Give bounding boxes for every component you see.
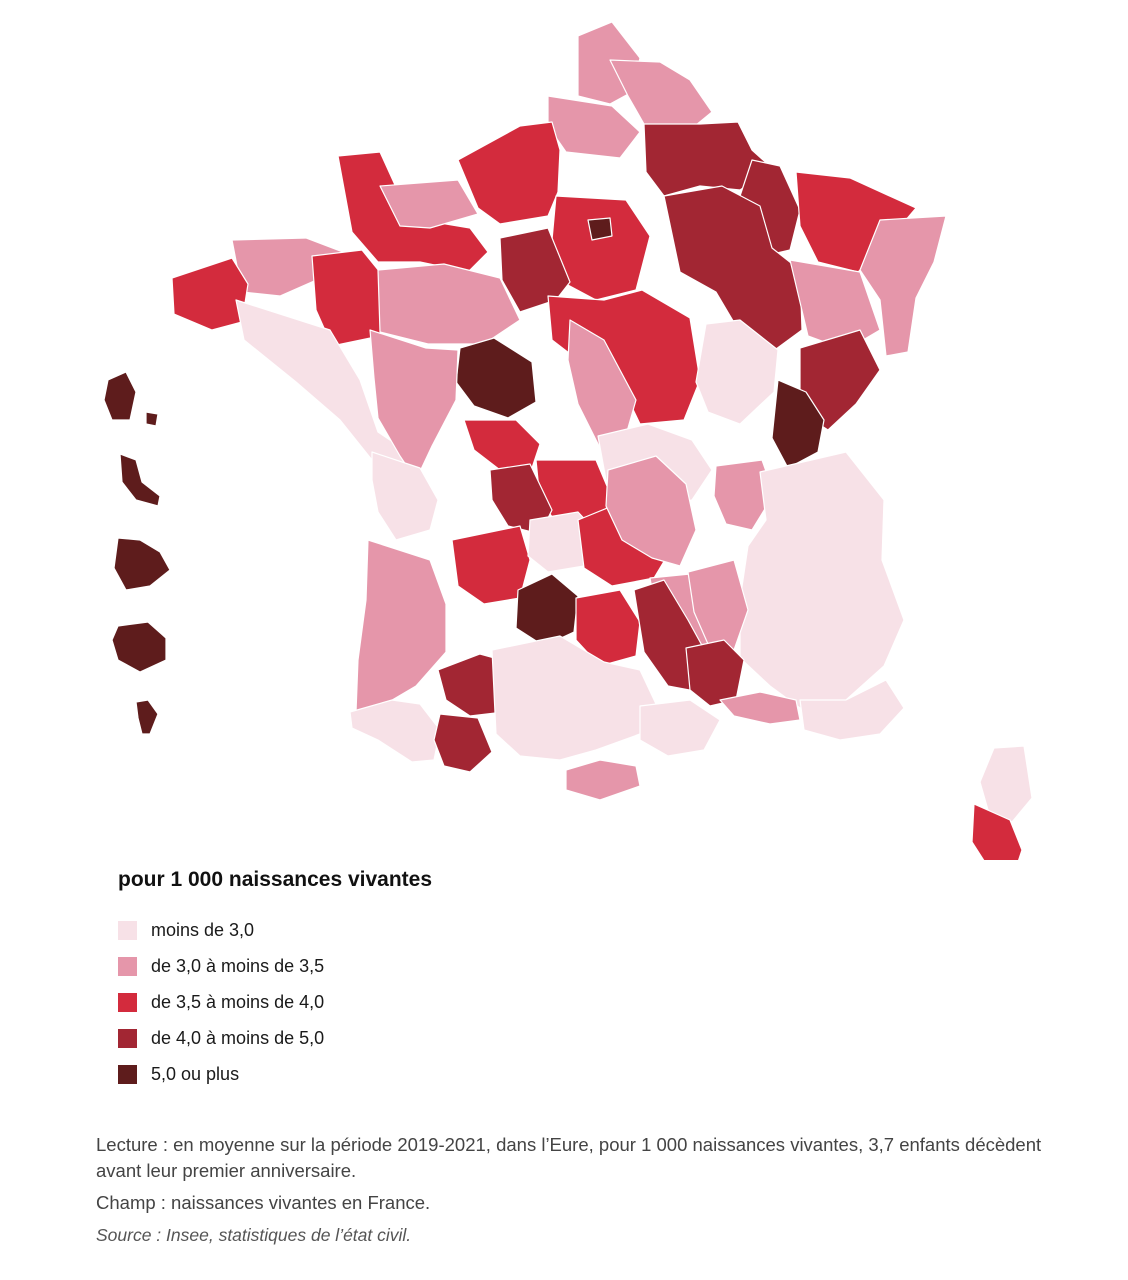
legend-swatch: [118, 956, 137, 976]
legend-swatch: [118, 1028, 137, 1048]
source-note: Source : Insee, statistiques de l’état c…: [96, 1225, 412, 1245]
region-corse-du-sud: [971, 803, 1023, 860]
legend-label: moins de 3,0: [151, 919, 255, 940]
region-pyrenees-orientales: [565, 759, 641, 801]
region-herault: [639, 699, 721, 757]
region-cantal-lot: [515, 573, 579, 647]
legend-item: de 3,0 à moins de 3,5: [118, 948, 718, 984]
region-bouches-du-rhone: [719, 691, 801, 725]
departments-layer: [103, 21, 1033, 860]
region-aube-haute-marne: [663, 185, 803, 353]
region-haute-loire: [575, 589, 641, 667]
region-ain: [713, 459, 775, 531]
region-martinique: [119, 453, 161, 507]
legend-swatch: [118, 1064, 137, 1084]
region-pyrenees-atlantiques: [349, 699, 441, 763]
legend-label: de 4,0 à moins de 5,0: [151, 1027, 325, 1048]
legend-rows: moins de 3,0 de 3,0 à moins de 3,5 de 3,5 …: [118, 912, 718, 1092]
lecture-note: Lecture : en moyenne sur la période 2019…: [96, 1134, 1042, 1181]
region-bas-rhin-haut-rhin: [859, 215, 947, 357]
legend-title: pour 1 000 naissances vivantes: [118, 868, 433, 891]
legend-item: moins de 3,0: [118, 912, 718, 948]
region-jura: [771, 379, 825, 469]
legend: pour 1 000 naissances vivantes moins de …: [118, 868, 718, 1092]
region-aisne: [609, 59, 713, 131]
region-nievre-yonne: [369, 329, 459, 481]
region-var-alpes-maritimes: [799, 679, 905, 741]
legend-item: 5,0 ou plus: [118, 1056, 718, 1092]
region-mayotte: [135, 699, 159, 735]
region-sarthe-mayenne: [377, 263, 521, 345]
region-seine-maritime-eure: [457, 121, 561, 225]
legend-swatch: [118, 920, 137, 940]
region-paris: [587, 217, 613, 241]
region-la-reunion: [111, 621, 167, 673]
region-haute-saone: [695, 319, 779, 425]
region-finistere: [171, 257, 249, 331]
champ-note: Champ : naissances vivantes en France.: [96, 1192, 431, 1213]
legend-label: de 3,0 à moins de 3,5: [151, 955, 325, 976]
region-manche: [379, 179, 479, 229]
region-loire-rhone: [605, 455, 697, 567]
france-choropleth-map: [103, 21, 1033, 860]
region-vaucluse: [685, 639, 745, 707]
region-gironde-landes: [355, 539, 447, 713]
legend-swatch: [118, 992, 137, 1012]
region-somme-oise: [547, 95, 641, 159]
region-haute-corse: [979, 745, 1033, 823]
legend-item: de 4,0 à moins de 5,0: [118, 1020, 718, 1056]
region-guadeloupe: [103, 371, 159, 427]
legend-label: 5,0 ou plus: [151, 1063, 240, 1084]
notes: Lecture : en moyenne sur la période 2019…: [96, 1132, 1056, 1254]
legend-item: de 3,5 à moins de 4,0: [118, 984, 718, 1020]
region-savoie-alpes: [739, 451, 905, 709]
region-vendee-charente: [371, 451, 439, 541]
legend-label: de 3,5 à moins de 4,0: [151, 991, 325, 1012]
region-hautes-pyrenees: [433, 713, 493, 773]
region-guyane: [113, 537, 171, 591]
region-cher: [455, 337, 537, 419]
map-container: [103, 21, 1033, 860]
